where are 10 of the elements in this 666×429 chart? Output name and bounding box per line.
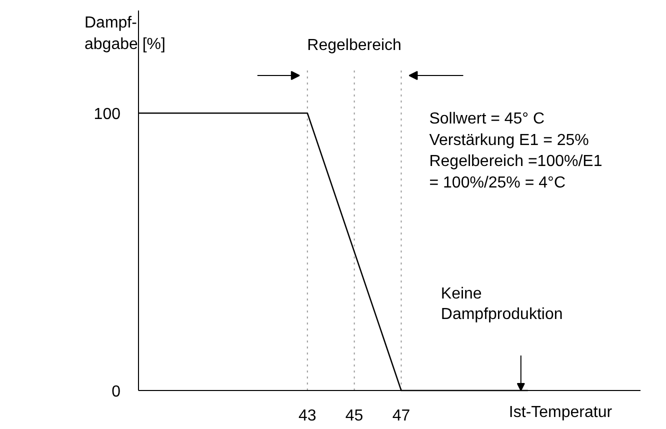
x-axis-title: Ist-Temperatur: [508, 404, 613, 421]
y-tick-label: 100: [94, 106, 121, 124]
annotation: Regelbereich: [307, 37, 402, 54]
annotation: Keine Dampfproduktion: [440, 286, 563, 323]
annotation: Sollwert = 45° C Verstärkung E1 = 25% Regelbereich =100%/E1 = 100%/25% = 4°C: [429, 110, 602, 192]
y-axis-title: Dampf- abgabe [%]: [84, 14, 166, 53]
x-tick-label: 47: [392, 408, 410, 424]
x-tick-label: 45: [345, 408, 364, 424]
x-tick-label: 43: [298, 408, 316, 424]
y-tick-label: 0: [112, 384, 121, 400]
